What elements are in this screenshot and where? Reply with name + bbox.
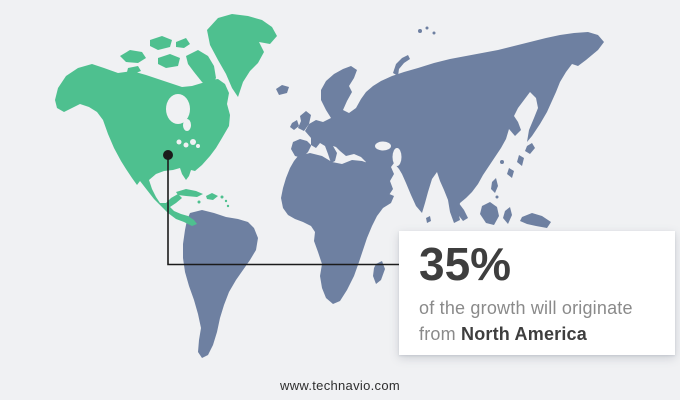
footer-url: www.technavio.com <box>280 378 400 393</box>
south-america-shape <box>183 210 258 358</box>
great-lake-cutout <box>190 139 196 145</box>
stat-value: 35% <box>419 238 512 290</box>
svalbard-island <box>432 31 436 35</box>
arctic-island-shape <box>120 50 146 63</box>
arctic-island-shape <box>150 36 172 50</box>
antilles-island <box>226 204 230 208</box>
north-america-mainland-shape <box>55 64 230 226</box>
sumatra-shape <box>449 197 468 221</box>
japan-shape <box>507 168 514 178</box>
baffin-island-shape <box>186 50 216 88</box>
philippines-island <box>495 195 499 199</box>
great-lake-cutout <box>196 144 200 148</box>
japan-shape <box>517 155 524 166</box>
greenland-shape <box>207 14 277 97</box>
stat-callout-card: 35% of the growth will originate from No… <box>399 231 675 355</box>
highlighted-region-label: North America <box>461 324 587 345</box>
james-bay-cutout <box>183 119 191 131</box>
eurasia-shape <box>291 32 604 223</box>
cuba-shape <box>176 189 203 197</box>
iceland-shape <box>276 85 289 95</box>
madagascar-shape <box>373 261 385 284</box>
caspian-sea-cutout <box>392 148 402 166</box>
connector-line <box>167 155 399 266</box>
arctic-island-shape <box>158 54 180 68</box>
caribbean-islands <box>176 189 230 208</box>
antilles-island <box>224 199 228 203</box>
uk-shape <box>298 111 311 131</box>
antilles-island <box>220 195 224 199</box>
great-lake-cutout <box>183 142 189 148</box>
stat-description-line1: of the growth will originate <box>419 298 633 319</box>
philippines-shape <box>491 178 498 193</box>
stat-description-prefix: from <box>419 324 456 345</box>
sulawesi-shape <box>503 207 512 224</box>
svalbard-island <box>418 29 422 33</box>
hudson-bay-cutout <box>166 94 190 124</box>
ireland-shape <box>290 120 299 130</box>
novaya-zemlya-shape <box>393 55 410 76</box>
africa-shape <box>281 153 394 304</box>
japan-shape <box>525 143 535 154</box>
black-sea-cutout <box>375 141 391 151</box>
arctic-island-shape <box>176 38 190 48</box>
svalbard-island <box>425 26 429 30</box>
inland-water-cutouts <box>166 94 402 166</box>
borneo-shape <box>480 202 499 225</box>
hispaniola-shape <box>206 193 218 200</box>
new-guinea-shape <box>520 213 551 228</box>
north-america-region <box>55 14 277 226</box>
great-lake-cutout <box>176 139 182 145</box>
other-regions <box>183 26 604 358</box>
arctic-island-shape <box>127 66 141 74</box>
map-marker-dot <box>163 150 173 160</box>
taiwan-island <box>500 160 504 164</box>
stat-description: of the growth will originate from North … <box>419 295 659 347</box>
jamaica-island <box>197 200 201 204</box>
sri-lanka-shape <box>426 216 431 223</box>
